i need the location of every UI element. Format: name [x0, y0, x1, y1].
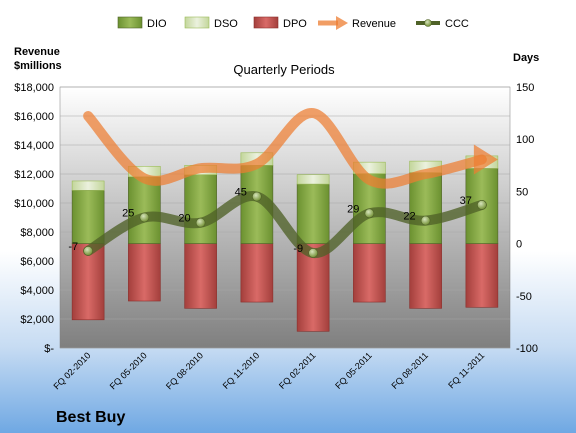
left-tick-label: $16,000	[14, 111, 54, 123]
right-tick-label: 50	[516, 186, 528, 198]
ccc-data-label: -9	[293, 243, 303, 255]
left-tick-label: $4,000	[20, 285, 54, 297]
bar-dpo	[128, 243, 161, 302]
ccc-data-label: 25	[122, 208, 134, 220]
category-label: FQ 05-2010	[108, 350, 149, 391]
right-tick-label: -50	[516, 291, 532, 303]
ccc-point	[308, 248, 318, 258]
ccc-point	[477, 200, 487, 210]
legend-swatch-dso	[184, 16, 210, 29]
left-tick-label: $6,000	[20, 256, 54, 268]
ccc-point	[195, 217, 206, 228]
left-tick-label: $12,000	[14, 169, 54, 181]
right-axis-title: Days	[513, 52, 539, 64]
left-axis: $18,000 $16,000 $14,000 $12,000 $10,000 $8,00…	[14, 82, 54, 355]
legend: DIO DSO DPO Revenue CCC	[117, 16, 469, 30]
category-label: FQ 08-2011	[389, 350, 430, 391]
revenue-series	[83, 108, 498, 189]
right-tick-label: 0	[516, 239, 522, 251]
bar-dpo	[184, 243, 217, 309]
legend-swatch-dpo	[253, 16, 279, 29]
bar-dio	[296, 183, 330, 244]
legend-swatch-revenue	[318, 16, 348, 30]
left-tick-label: $2,000	[20, 314, 54, 326]
right-tick-label: -100	[516, 343, 538, 355]
category-label: FQ 02-2011	[277, 350, 318, 391]
left-tick-label: $8,000	[20, 227, 54, 239]
legend-label-dio: DIO	[147, 18, 167, 30]
bar-dio	[71, 190, 105, 244]
ccc-data-label: 37	[460, 195, 472, 207]
ccc-point	[364, 208, 375, 219]
left-axis-title-line2: $millions	[14, 60, 62, 72]
bar-dpo	[465, 243, 499, 308]
bar-dso	[71, 180, 105, 191]
revenue-line	[83, 108, 487, 189]
right-tick-label: 100	[516, 134, 534, 146]
category-label: FQ 05-2011	[333, 350, 374, 391]
ccc-data-label: 29	[347, 203, 359, 215]
category-label: FQ 11-2010	[221, 350, 262, 391]
revenue-arrowhead	[473, 144, 498, 175]
left-tick-label: $18,000	[14, 82, 54, 94]
bar-dpo	[409, 243, 442, 309]
category-axis: FQ 02-2010 FQ 05-2010 FQ 08-2010 FQ 11-2010…	[52, 350, 487, 391]
bar-dpo	[240, 243, 274, 303]
left-tick-label: $10,000	[14, 198, 54, 210]
bar-dio	[409, 172, 442, 244]
bar-dpo	[353, 243, 386, 303]
company-name: Best Buy	[56, 409, 125, 426]
legend-label-dpo: DPO	[283, 18, 307, 30]
ccc-data-label: 45	[235, 187, 247, 199]
ccc-point	[252, 191, 262, 202]
left-axis-title-line1: Revenue	[14, 46, 60, 58]
legend-label-ccc: CCC	[445, 18, 469, 30]
right-axis: 150 100 50 0 -50 -100	[516, 82, 538, 355]
bar-dpo	[296, 243, 330, 332]
legend-label-revenue: Revenue	[352, 18, 396, 30]
left-tick-label: $-	[44, 343, 54, 355]
legend-swatch-dio	[117, 16, 143, 29]
bar-dso	[296, 174, 330, 185]
category-label: FQ 02-2010	[52, 350, 93, 391]
bar-dio	[184, 174, 217, 244]
legend-label-dso: DSO	[214, 18, 238, 30]
ccc-point	[139, 212, 150, 223]
ccc-point	[420, 215, 431, 226]
ccc-data-label: -7	[68, 241, 78, 253]
legend-swatch-ccc	[416, 19, 440, 27]
ccc-series: -7 25 20 45 -9 29 22 37	[68, 187, 487, 258]
left-tick-label: $14,000	[14, 140, 54, 152]
right-tick-label: 150	[516, 82, 534, 94]
category-label: FQ 08-2010	[164, 350, 205, 391]
ccc-point	[83, 246, 93, 256]
bar-dio	[128, 176, 161, 244]
ccc-data-label: 22	[403, 211, 415, 223]
category-label: FQ 11-2011	[446, 350, 486, 390]
chart-title: Quarterly Periods	[233, 62, 335, 77]
ccc-data-label: 20	[178, 213, 190, 225]
